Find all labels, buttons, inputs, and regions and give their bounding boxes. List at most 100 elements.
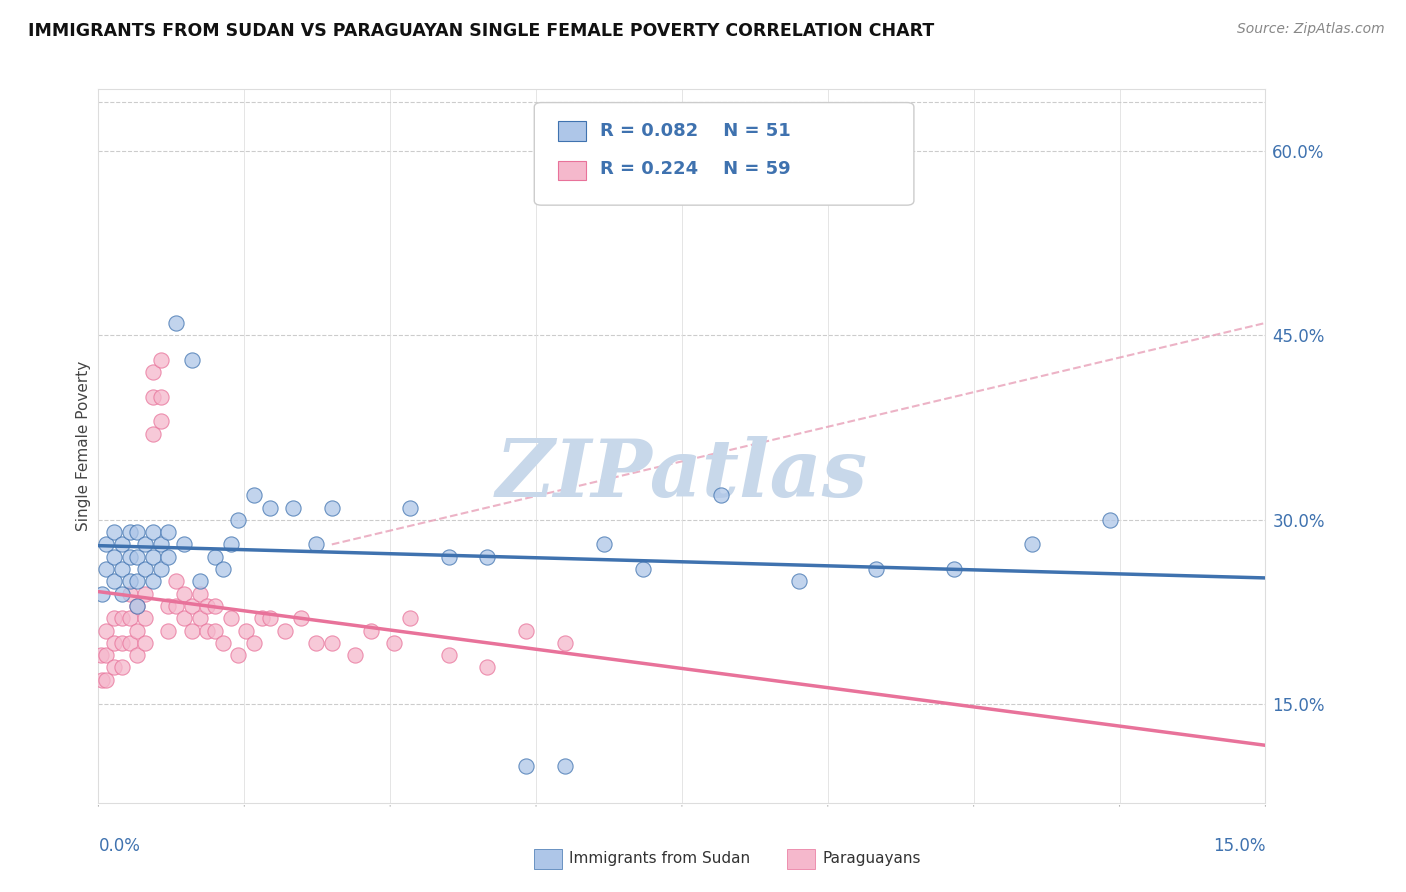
Point	[173, 587, 195, 601]
Point	[437, 549, 460, 564]
Point	[274, 624, 297, 638]
Point	[321, 500, 343, 515]
Point	[103, 525, 125, 540]
Point	[111, 537, 134, 551]
Point	[398, 500, 420, 515]
Point	[118, 587, 141, 601]
Point	[173, 611, 195, 625]
Point	[142, 365, 165, 379]
Point	[477, 660, 499, 674]
Point	[865, 562, 887, 576]
Point	[290, 611, 312, 625]
Point	[127, 599, 149, 613]
Point	[165, 574, 187, 589]
Point	[149, 414, 172, 428]
Point	[219, 537, 242, 551]
Point	[228, 513, 250, 527]
Point	[173, 537, 195, 551]
Point	[305, 537, 328, 551]
Point	[103, 660, 125, 674]
Point	[149, 352, 172, 367]
Point	[437, 648, 460, 662]
Point	[228, 648, 250, 662]
Point	[180, 352, 202, 367]
Point	[204, 549, 226, 564]
Point	[103, 549, 125, 564]
Point	[118, 549, 141, 564]
Point	[710, 488, 733, 502]
Point	[134, 562, 156, 576]
Point	[204, 624, 226, 638]
Y-axis label: Single Female Poverty: Single Female Poverty	[76, 361, 91, 531]
Point	[281, 500, 304, 515]
Point	[142, 549, 165, 564]
Text: R = 0.082    N = 51: R = 0.082 N = 51	[600, 122, 792, 140]
Point	[165, 316, 187, 330]
Point	[134, 636, 156, 650]
Point	[118, 525, 141, 540]
Point	[360, 624, 382, 638]
Point	[1021, 537, 1043, 551]
Point	[787, 574, 810, 589]
Point	[118, 611, 141, 625]
Point	[554, 636, 576, 650]
Point	[195, 624, 218, 638]
Text: 15.0%: 15.0%	[1213, 837, 1265, 855]
Point	[631, 562, 654, 576]
Point	[134, 537, 156, 551]
Point	[243, 636, 266, 650]
Point	[142, 574, 165, 589]
Point	[344, 648, 367, 662]
Text: Source: ZipAtlas.com: Source: ZipAtlas.com	[1237, 22, 1385, 37]
Text: Paraguayans: Paraguayans	[823, 852, 921, 866]
Point	[188, 574, 211, 589]
Point	[96, 648, 118, 662]
Text: IMMIGRANTS FROM SUDAN VS PARAGUAYAN SINGLE FEMALE POVERTY CORRELATION CHART: IMMIGRANTS FROM SUDAN VS PARAGUAYAN SING…	[28, 22, 935, 40]
Point	[243, 488, 266, 502]
Point	[134, 611, 156, 625]
Point	[127, 624, 149, 638]
Point	[180, 599, 202, 613]
Point	[103, 636, 125, 650]
Point	[91, 587, 114, 601]
Point	[127, 574, 149, 589]
Text: 0.0%: 0.0%	[98, 837, 141, 855]
Point	[127, 599, 149, 613]
Point	[118, 636, 141, 650]
Point	[103, 574, 125, 589]
Point	[90, 648, 112, 662]
Point	[477, 549, 499, 564]
Point	[149, 562, 172, 576]
Point	[111, 636, 134, 650]
Point	[111, 562, 134, 576]
Point	[195, 599, 218, 613]
Point	[96, 624, 118, 638]
Point	[204, 599, 226, 613]
Point	[259, 611, 281, 625]
Point	[157, 624, 180, 638]
Point	[103, 611, 125, 625]
Point	[188, 587, 211, 601]
Point	[212, 636, 235, 650]
Point	[127, 549, 149, 564]
Point	[127, 648, 149, 662]
Point	[1098, 513, 1121, 527]
Point	[188, 611, 211, 625]
Point	[180, 624, 202, 638]
Point	[127, 525, 149, 540]
Point	[515, 759, 537, 773]
Point	[157, 599, 180, 613]
Point	[118, 574, 141, 589]
Point	[149, 390, 172, 404]
Text: Immigrants from Sudan: Immigrants from Sudan	[569, 852, 751, 866]
Point	[91, 673, 114, 687]
Point	[111, 660, 134, 674]
Point	[259, 500, 281, 515]
Point	[219, 611, 242, 625]
Point	[250, 611, 273, 625]
Point	[382, 636, 405, 650]
Point	[235, 624, 257, 638]
Point	[96, 562, 118, 576]
Point	[554, 759, 576, 773]
Text: ZIPatlas: ZIPatlas	[496, 436, 868, 513]
